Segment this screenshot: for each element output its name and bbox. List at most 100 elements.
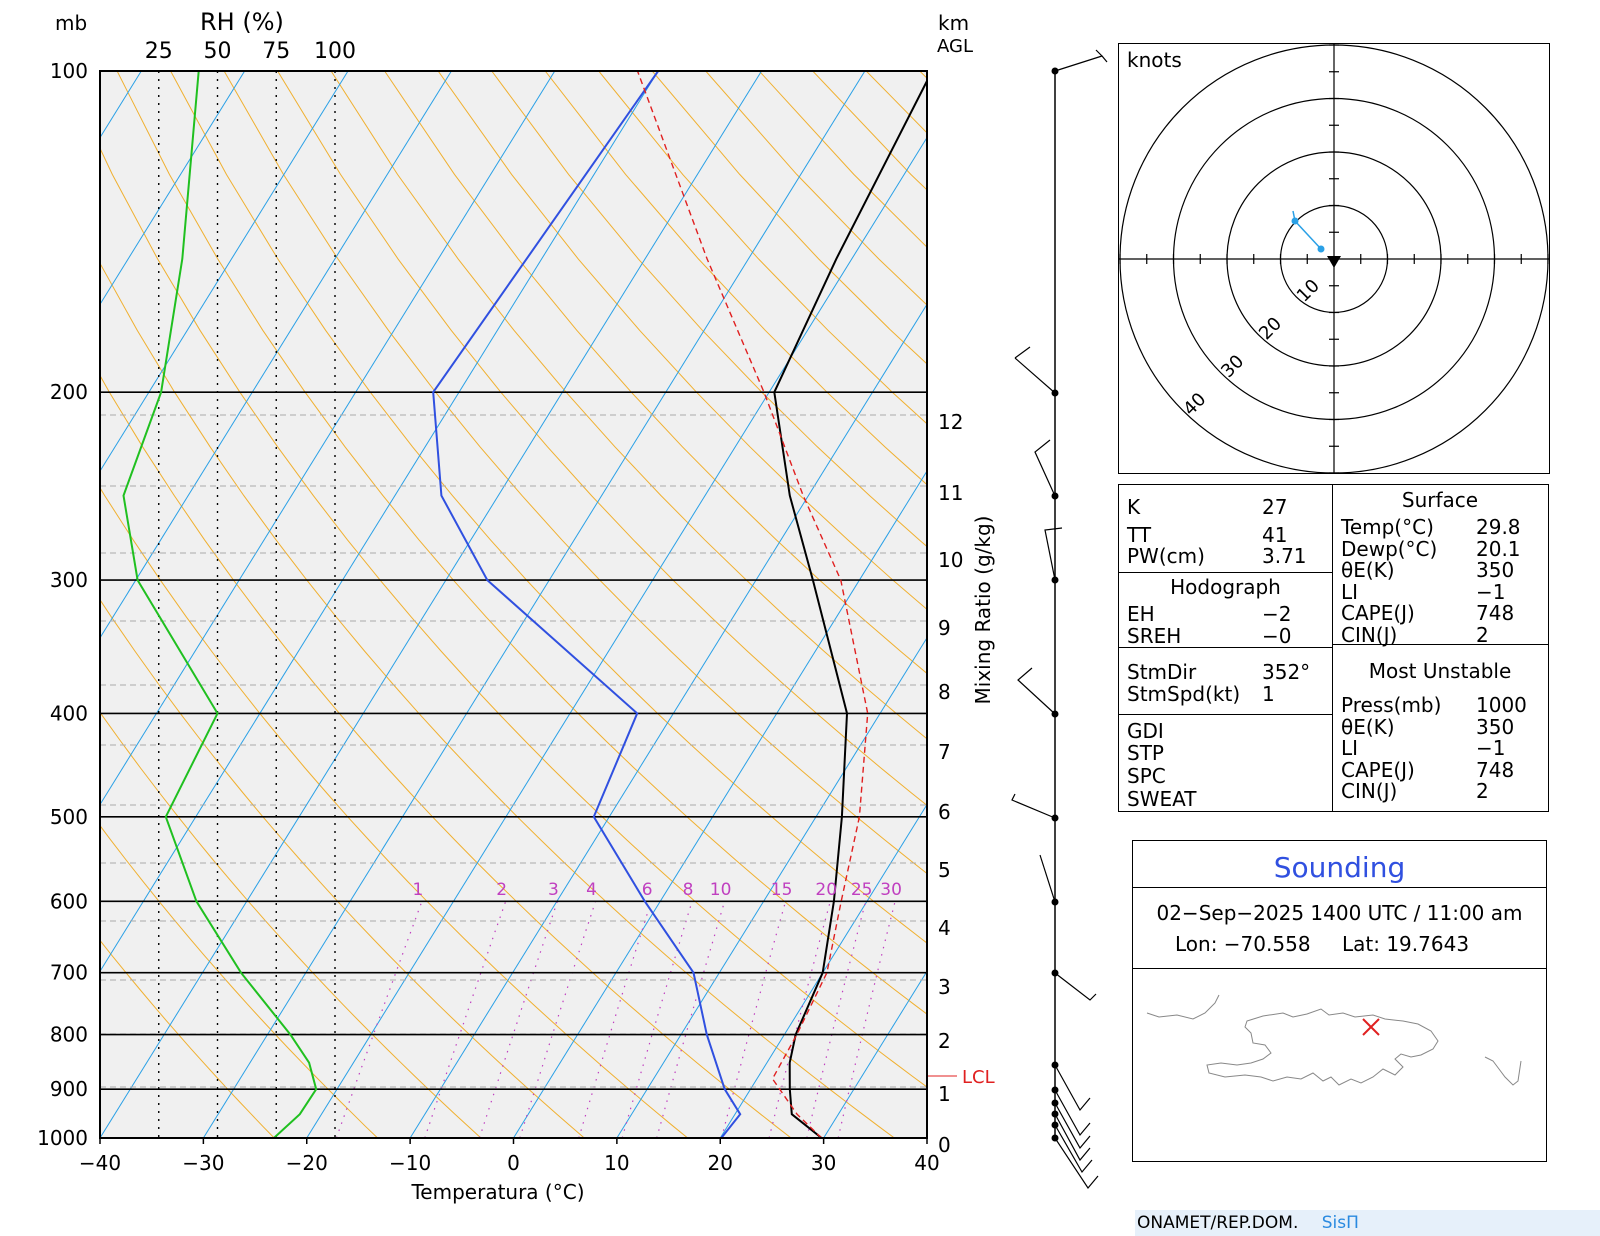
island-outline bbox=[1206, 1008, 1439, 1086]
height-tick-label: 4 bbox=[938, 916, 951, 940]
mixing-ratio-tick-label: 15 bbox=[771, 880, 793, 900]
mixing-ratio-tick-label: 4 bbox=[586, 880, 597, 900]
mixing-ratio-line bbox=[656, 901, 726, 1138]
height-tick-label: 2 bbox=[938, 1029, 951, 1053]
pressure-tick-label: 100 bbox=[50, 59, 88, 83]
temperature-tick-label: 0 bbox=[507, 1151, 520, 1175]
mu-label: LI bbox=[1341, 736, 1359, 760]
temperature-tick-label: 30 bbox=[811, 1151, 836, 1175]
surface-label: θE(K) bbox=[1341, 558, 1395, 582]
isotherm bbox=[100, 71, 556, 806]
island-outline-north bbox=[1146, 994, 1220, 1020]
dry-adiabat bbox=[919, 71, 927, 79]
height-tick-label: 9 bbox=[938, 616, 951, 640]
height-tick-label: 3 bbox=[938, 975, 951, 999]
stp-label: STP bbox=[1127, 741, 1164, 765]
pressure-tick-label: 800 bbox=[50, 1023, 88, 1047]
sounding-lat: Lat: 19.7643 bbox=[1342, 932, 1470, 956]
temperature-tick-label: −10 bbox=[389, 1151, 431, 1175]
pressure-tick-label: 200 bbox=[50, 380, 88, 404]
isotherm bbox=[100, 71, 762, 1138]
mixing-ratio-tick-label: 8 bbox=[683, 880, 694, 900]
isotherm bbox=[513, 470, 927, 1138]
mixing-ratio-tick-label: 1 bbox=[413, 880, 424, 900]
mu-value: 1000 bbox=[1476, 693, 1527, 717]
mixing-ratio-tick-label: 2 bbox=[496, 880, 507, 900]
surface-value: 2 bbox=[1476, 622, 1489, 647]
height-tick-label: 12 bbox=[938, 410, 963, 434]
surface-header: Surface bbox=[1401, 488, 1479, 512]
dry-adiabat bbox=[437, 71, 927, 611]
location-map bbox=[1146, 994, 1522, 1086]
dry-adiabat bbox=[100, 824, 378, 1138]
pw-label: PW(cm) bbox=[1127, 544, 1205, 568]
surface-label: Dewp(°C) bbox=[1341, 536, 1438, 561]
location-marker-icon bbox=[1362, 1018, 1380, 1036]
stmspd-label: StmSpd(kt) bbox=[1127, 682, 1241, 706]
surface-value: 20.1 bbox=[1476, 536, 1521, 561]
stmspd-value: 1 bbox=[1262, 682, 1275, 706]
wind-barb bbox=[1017, 667, 1056, 715]
mu-value: −1 bbox=[1476, 736, 1506, 760]
dry-adiabat bbox=[100, 374, 792, 1138]
rh-tick-label: 50 bbox=[204, 39, 232, 64]
pressure-tick-label: 500 bbox=[50, 805, 88, 829]
wind-barb bbox=[1034, 439, 1056, 497]
mu-value: 748 bbox=[1476, 757, 1515, 782]
eh-label: EH bbox=[1127, 602, 1155, 626]
height-tick-label: 8 bbox=[938, 680, 951, 704]
sreh-value: −0 bbox=[1262, 624, 1292, 648]
tt-label: TT bbox=[1127, 523, 1152, 547]
pressure-tick-label: 300 bbox=[50, 568, 88, 592]
pressure-tick-label: 1000 bbox=[37, 1126, 88, 1150]
mixing-ratio-axis-title: Mixing Ratio (g/kg) bbox=[971, 516, 995, 705]
temperature-tick-label: −40 bbox=[79, 1151, 121, 1175]
hodograph-unit-label: knots bbox=[1127, 48, 1182, 72]
wind-barb bbox=[1054, 972, 1097, 1001]
hodograph-ring-label: 10 bbox=[1293, 275, 1324, 306]
sounding-datetime: 02−Sep−2025 1400 UTC / 11:00 am bbox=[1156, 901, 1523, 925]
wind-barb bbox=[1054, 1124, 1093, 1174]
series-line-3 bbox=[122, 71, 318, 1138]
height-tick-label: 5 bbox=[938, 858, 951, 882]
dry-adiabat bbox=[384, 71, 927, 675]
spc-label: SPC bbox=[1127, 764, 1166, 788]
rh-tick-label: 100 bbox=[314, 39, 356, 64]
dry-adiabat bbox=[100, 598, 585, 1138]
mu-value: 350 bbox=[1476, 714, 1515, 739]
wind-barb bbox=[1014, 346, 1056, 394]
sounding-lon: Lon: −70.558 bbox=[1175, 932, 1311, 956]
wind-barb bbox=[1054, 49, 1108, 72]
tt-value: 41 bbox=[1262, 523, 1288, 547]
isotherm bbox=[100, 71, 349, 473]
temperature-tick-label: −20 bbox=[286, 1151, 328, 1175]
isotherm bbox=[409, 303, 927, 1138]
mixing-ratio-tick-label: 6 bbox=[642, 880, 653, 900]
isotherm bbox=[100, 71, 246, 306]
rh-tick-label: 25 bbox=[145, 39, 173, 64]
dry-adiabat bbox=[100, 711, 482, 1138]
mixing-ratio-tick-label: 25 bbox=[851, 880, 873, 900]
height-tick-label: 11 bbox=[938, 481, 963, 505]
hodograph-ring-label: 30 bbox=[1217, 351, 1248, 382]
wind-barb bbox=[1044, 527, 1063, 581]
isotherm bbox=[100, 71, 452, 639]
dry-adiabat bbox=[330, 71, 927, 740]
footer-bar: ONAMET/REP.DOM. SisΠ bbox=[1135, 1210, 1600, 1236]
puerto-rico-outline bbox=[1484, 1056, 1522, 1086]
temperature-tick-label: 40 bbox=[914, 1151, 939, 1175]
height-tick-label: 0 bbox=[938, 1133, 951, 1157]
mixing-ratio-tick-label: 3 bbox=[548, 880, 559, 900]
storm-motion-icon bbox=[1327, 256, 1341, 268]
mu-label: CAPE(J) bbox=[1341, 757, 1415, 782]
wind-barb bbox=[1054, 1113, 1091, 1162]
mixing-ratio-line bbox=[578, 901, 652, 1138]
plot-frame bbox=[99, 70, 928, 1139]
height-unit-label: km bbox=[938, 11, 969, 35]
isotherm bbox=[616, 636, 927, 1138]
footer-org: ONAMET/REP.DOM. bbox=[1137, 1213, 1299, 1233]
wind-barb bbox=[1011, 793, 1056, 819]
wind-barbs bbox=[1011, 49, 1108, 1190]
